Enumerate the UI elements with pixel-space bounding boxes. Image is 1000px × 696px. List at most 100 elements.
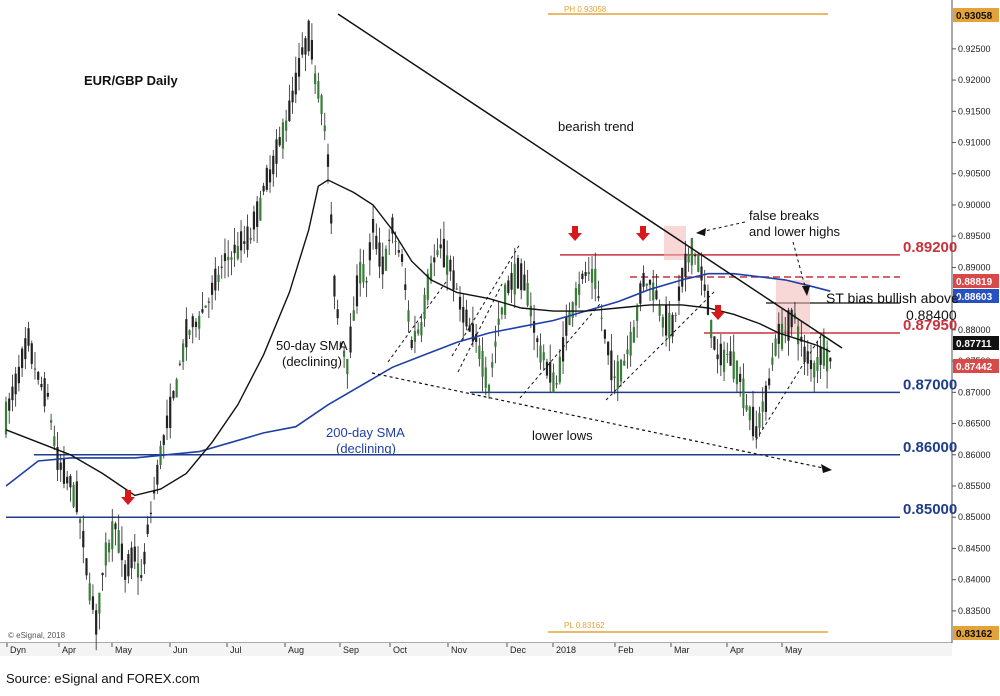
- candle-body-210: [681, 267, 684, 287]
- candle-body-227: [735, 360, 739, 385]
- candle-body-97: [317, 81, 320, 99]
- candle-body-5: [21, 348, 24, 369]
- candle-body-31: [104, 542, 107, 566]
- x-tick-label-5: Aug: [288, 645, 304, 655]
- candle-body-235: [761, 401, 764, 412]
- candle-body-208: [674, 314, 677, 316]
- candle-body-43: [143, 551, 146, 565]
- candle-body-56: [185, 319, 188, 348]
- level-label-3: 0.86000: [903, 439, 957, 456]
- y-tick-label-13: 0.86000: [958, 450, 991, 460]
- candle-body-181: [587, 272, 590, 274]
- candle-body-167: [542, 352, 545, 361]
- candle-body-18: [62, 458, 66, 484]
- annotation-lower-lows: lower lows: [532, 428, 593, 443]
- candle-body-169: [549, 361, 552, 383]
- candle-body-95: [310, 39, 313, 60]
- candle-body-216: [700, 266, 703, 281]
- y-tick-label-12: 0.86500: [958, 419, 991, 429]
- level-label-2: 0.87000: [903, 376, 957, 393]
- candle-body-189: [613, 376, 616, 379]
- candle-body-231: [748, 406, 751, 421]
- candle-body-27: [91, 596, 95, 610]
- false-break-arrowhead-2: [802, 286, 810, 296]
- candle-body-116: [378, 242, 381, 267]
- candle-body-164: [532, 321, 536, 333]
- candle-body-117: [381, 256, 384, 275]
- y-tick-label-0: 0.92500: [958, 44, 991, 54]
- candle-body-221: [716, 354, 719, 360]
- candle-body-66: [217, 274, 220, 283]
- red-arrow-0: [568, 226, 582, 241]
- candle-body-91: [297, 58, 301, 77]
- candle-body-9: [33, 368, 37, 370]
- candle-body-6: [24, 338, 27, 360]
- candle-body-129: [420, 322, 423, 336]
- dashed-trend-5: [457, 283, 503, 373]
- candle-body-110: [359, 261, 362, 284]
- candle-body-226: [732, 351, 735, 379]
- candle-body-214: [693, 255, 697, 257]
- candle-body-224: [726, 353, 729, 355]
- candle-body-177: [574, 288, 578, 306]
- candle-body-192: [623, 360, 626, 366]
- candle-body-218: [706, 290, 710, 315]
- candle-body-47: [156, 464, 159, 485]
- candle-body-138: [449, 259, 452, 272]
- candle-body-4: [17, 366, 20, 384]
- candle-body-3: [14, 373, 17, 395]
- level-label-1: 0.87950: [903, 317, 957, 334]
- candle-body-75: [246, 226, 249, 250]
- candle-body-237: [768, 378, 771, 386]
- candle-body-84: [275, 139, 278, 164]
- y-tick-label-18: 0.83500: [958, 606, 991, 616]
- candle-body-171: [555, 382, 558, 385]
- candle-body-130: [423, 294, 426, 319]
- candle-body-225: [729, 351, 732, 366]
- candle-body-103: [336, 309, 339, 319]
- candle-body-250: [809, 360, 813, 370]
- candle-body-249: [806, 351, 809, 364]
- candle-body-146: [475, 333, 478, 342]
- candle-body-180: [584, 272, 587, 276]
- candle-body-85: [278, 137, 281, 146]
- x-tick-label-0: Dyn: [10, 645, 26, 655]
- candle-body-112: [365, 281, 368, 283]
- annotation-sma200-2: (declining): [336, 441, 396, 456]
- candle-body-93: [304, 38, 307, 55]
- candle-body-64: [210, 282, 214, 295]
- source-caption: Source: eSignal and FOREX.com: [6, 671, 200, 686]
- candle-body-248: [803, 346, 806, 362]
- bearish-trend-line: [337, 13, 843, 349]
- annotation-bearish-trend: bearish trend: [558, 119, 634, 134]
- candle-body-59: [194, 321, 198, 327]
- false-break-pointer-1: [699, 221, 746, 233]
- candle-body-15: [53, 436, 56, 446]
- candle-body-193: [626, 349, 629, 355]
- candle-body-178: [578, 284, 581, 295]
- candle-body-2: [11, 386, 14, 401]
- candle-body-101: [330, 214, 333, 224]
- candle-body-252: [816, 356, 819, 371]
- candle-body-254: [822, 335, 825, 366]
- red-arrow-1: [636, 226, 650, 241]
- candle-body-55: [182, 343, 185, 362]
- candle-body-70: [230, 257, 233, 260]
- candle-body-202: [655, 290, 658, 300]
- y-tick-label-7: 0.89000: [958, 262, 991, 272]
- candle-body-60: [198, 315, 201, 329]
- candle-body-242: [784, 330, 787, 332]
- candle-body-94: [307, 20, 310, 52]
- candle-body-136: [442, 238, 446, 268]
- candle-body-125: [407, 310, 410, 322]
- candle-body-166: [539, 345, 542, 363]
- candle-body-205: [665, 305, 668, 336]
- candle-body-240: [777, 323, 780, 344]
- annotation-sma50-2: (declining): [282, 354, 342, 369]
- candle-body-233: [755, 426, 758, 438]
- candle-body-217: [703, 284, 706, 291]
- candle-body-139: [452, 270, 455, 290]
- candle-body-46: [153, 490, 156, 494]
- candle-body-144: [468, 325, 471, 332]
